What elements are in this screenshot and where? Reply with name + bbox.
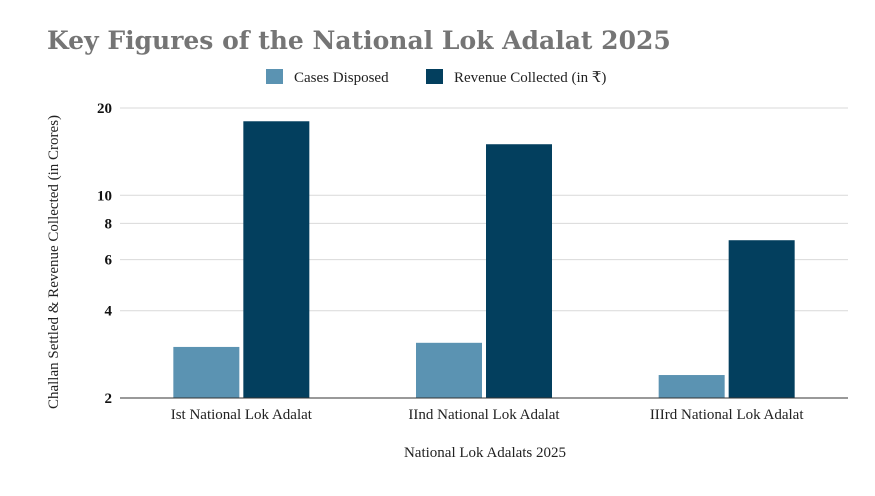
y-tick-label-10: 10	[97, 188, 112, 204]
x-category-label-3: IIIrd National Lok Adalat	[650, 407, 805, 423]
y-tick-label-20: 20	[97, 101, 112, 117]
legend: Cases Disposed Revenue Collected (in ₹)	[266, 69, 606, 86]
bar-revenue-collected-3	[728, 240, 795, 398]
x-category-label-2: IInd National Lok Adalat	[408, 407, 560, 423]
y-tick-label-4: 4	[105, 304, 113, 320]
legend-label-cases-disposed: Cases Disposed	[294, 70, 389, 86]
legend-swatch-revenue-collected	[426, 69, 443, 84]
gridlines	[120, 107, 848, 312]
chart-title: Key Figures of the National Lok Adalat 2…	[47, 26, 671, 55]
y-axis-title: Challan Settled & Revenue Collected (in …	[46, 115, 62, 409]
bars	[173, 121, 795, 399]
y-tick-label-8: 8	[105, 216, 113, 232]
bar-revenue-collected-1	[243, 121, 310, 399]
legend-label-revenue-collected: Revenue Collected (in ₹)	[454, 70, 606, 86]
x-category-label-1: Ist National Lok Adalat	[171, 407, 313, 423]
y-tick-label-6: 6	[105, 253, 113, 269]
bar-cases-disposed-1	[173, 346, 240, 398]
x-axis-categories: Ist National Lok Adalat IInd National Lok…	[171, 407, 805, 423]
bar-revenue-collected-2	[486, 144, 552, 398]
y-tick-label-2: 2	[105, 391, 113, 407]
x-axis-title: National Lok Adalats 2025	[404, 445, 566, 461]
bar-cases-disposed-3	[658, 375, 725, 398]
legend-swatch-cases-disposed	[266, 69, 283, 84]
y-axis-ticks: 2 4 6 8 10 20	[97, 101, 113, 407]
bar-cases-disposed-2	[416, 342, 482, 398]
